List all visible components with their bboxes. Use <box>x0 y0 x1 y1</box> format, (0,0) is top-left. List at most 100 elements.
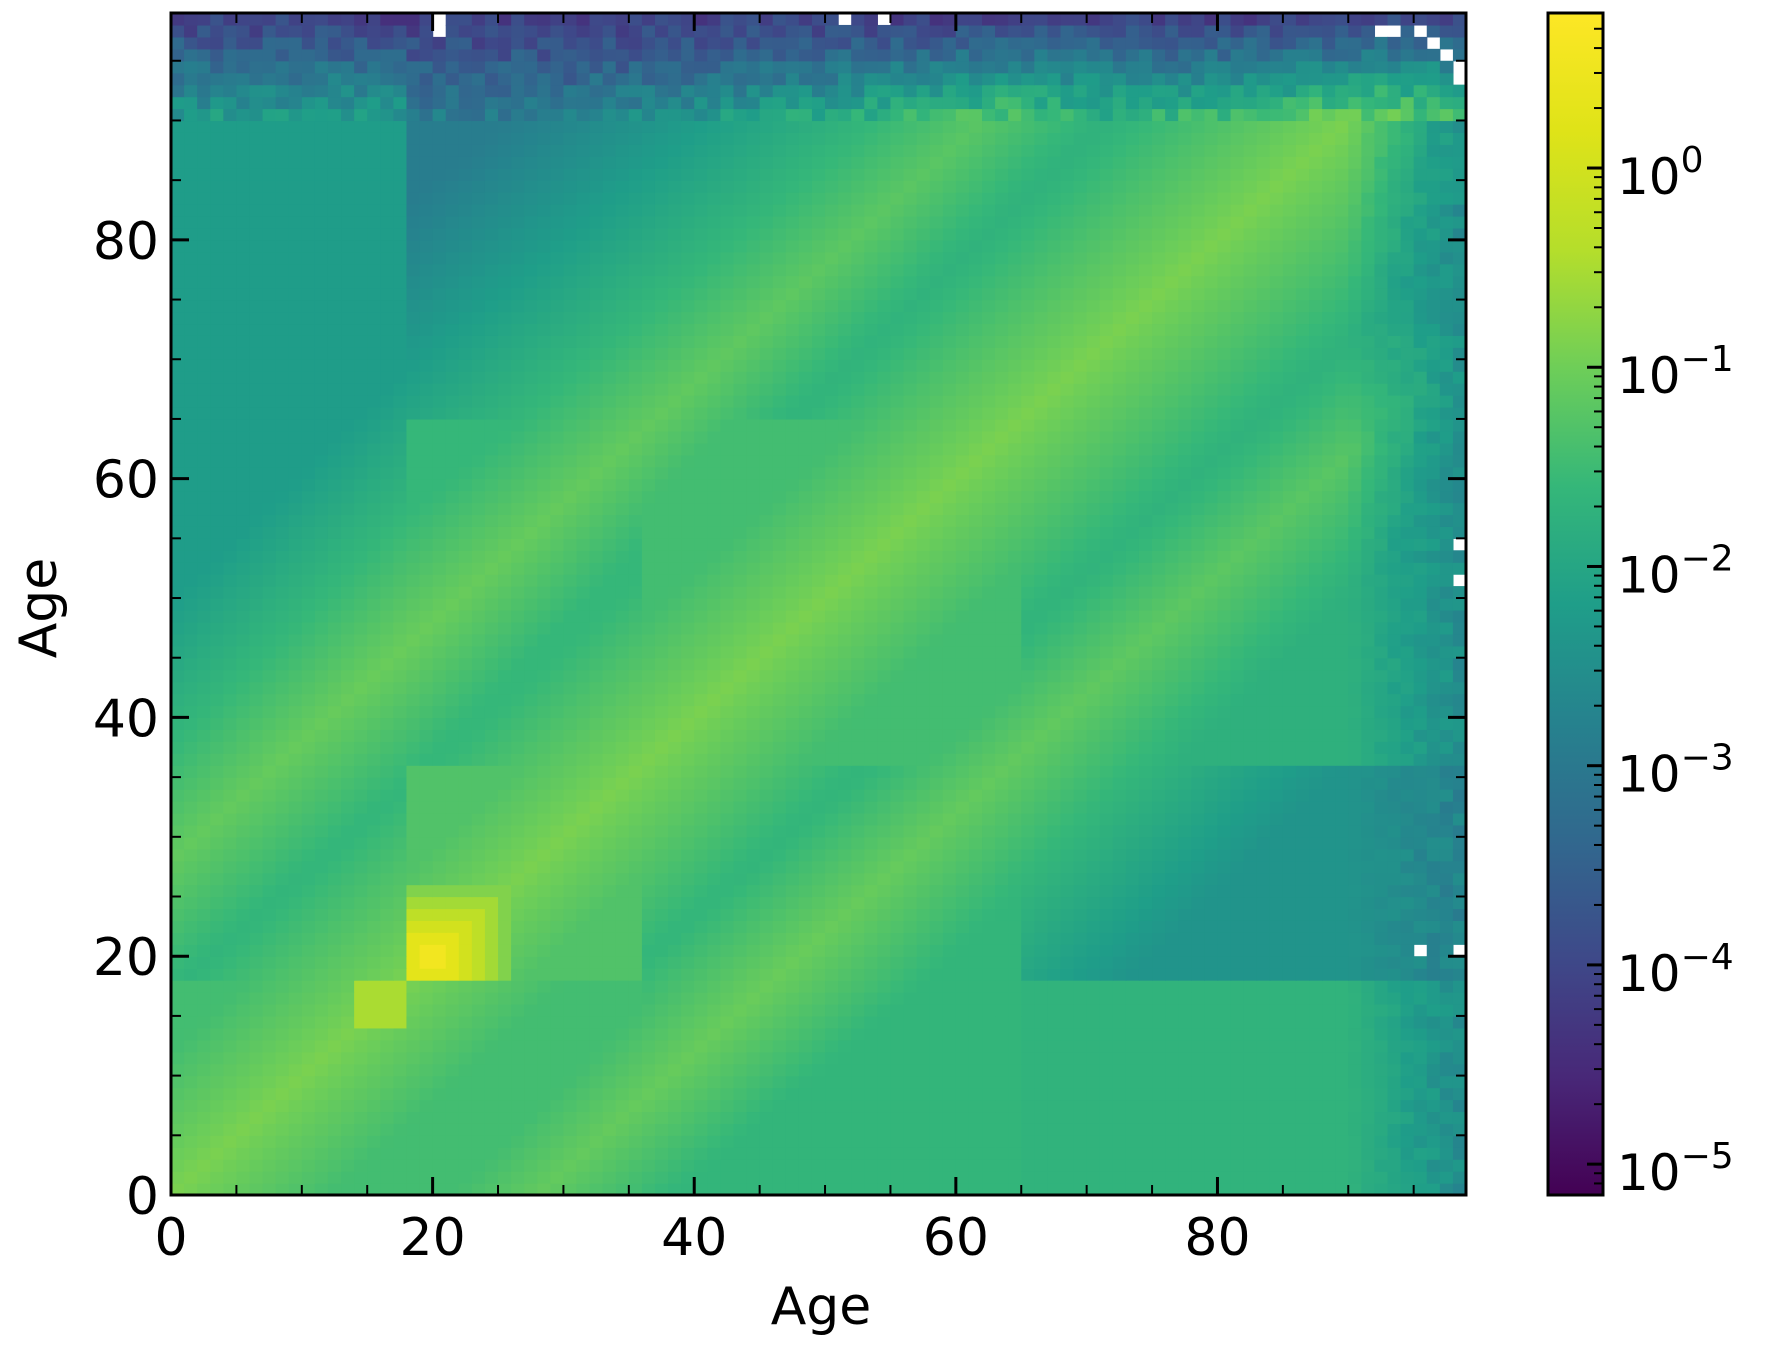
heatmap-cell <box>1295 705 1310 719</box>
heatmap-cell <box>1047 621 1062 635</box>
heatmap-cell <box>537 633 551 647</box>
heatmap-cell <box>511 908 525 921</box>
heatmap-cell <box>393 896 408 910</box>
heatmap-cell <box>236 944 251 957</box>
heatmap-cell <box>1426 681 1441 695</box>
heatmap-cell <box>1008 598 1022 611</box>
heatmap-cell <box>1282 872 1297 886</box>
heatmap-cell <box>537 980 551 993</box>
heatmap-cell <box>785 1015 800 1029</box>
heatmap-cell <box>210 729 224 742</box>
heatmap-cell <box>1217 1015 1232 1029</box>
heatmap-cell <box>1269 681 1284 695</box>
heatmap-cell <box>811 836 826 850</box>
heatmap-cell <box>995 741 1009 754</box>
heatmap-cell <box>380 812 394 826</box>
heatmap-cell <box>341 717 355 730</box>
heatmap-cell <box>746 1003 761 1017</box>
heatmap-cell <box>785 980 800 993</box>
heatmap-cell <box>851 753 865 766</box>
heatmap-cell <box>929 1003 944 1017</box>
heatmap-cell <box>955 1051 970 1065</box>
heatmap-cell <box>1047 609 1062 623</box>
heatmap-cell <box>341 848 355 862</box>
heatmap-cell <box>929 1147 944 1160</box>
heatmap-cell <box>1152 633 1166 647</box>
heatmap-cell <box>995 860 1009 874</box>
heatmap-cell <box>668 920 682 933</box>
heatmap-cell <box>524 729 538 742</box>
heatmap-cell <box>681 633 695 647</box>
heatmap-cell <box>576 944 591 957</box>
heatmap-cell <box>589 729 604 742</box>
heatmap-cell <box>301 717 316 730</box>
heatmap-cell <box>1217 717 1232 730</box>
heatmap-cell <box>641 729 656 742</box>
heatmap-cell <box>707 645 721 659</box>
heatmap-cell <box>367 908 381 921</box>
heatmap-cell <box>327 753 342 766</box>
heatmap-cell <box>563 705 578 719</box>
heatmap-cell <box>811 693 826 707</box>
heatmap-cell <box>654 1111 669 1124</box>
heatmap-cell <box>1152 848 1166 862</box>
heatmap-cell <box>314 693 329 707</box>
heatmap-cell <box>171 1135 185 1148</box>
heatmap-cell <box>798 884 813 898</box>
heatmap-cell <box>1099 1039 1114 1053</box>
heatmap-cell <box>602 705 617 719</box>
heatmap-cell <box>498 1159 512 1172</box>
heatmap-cell <box>471 789 486 802</box>
heatmap-cell <box>1282 645 1297 659</box>
heatmap-cell <box>445 753 460 766</box>
heatmap-cell <box>1204 609 1219 623</box>
heatmap-cell <box>1073 896 1088 910</box>
heatmap-cell <box>785 884 800 898</box>
heatmap-cell <box>916 729 931 742</box>
heatmap-cell <box>1112 693 1127 707</box>
heatmap-cell <box>1322 1183 1336 1196</box>
heatmap-cell <box>393 848 408 862</box>
heatmap-cell <box>1073 621 1088 635</box>
heatmap-cell <box>458 1003 473 1017</box>
heatmap-cell <box>314 621 329 635</box>
heatmap-cell <box>550 609 565 623</box>
heatmap-cell <box>1387 1051 1402 1065</box>
heatmap-cell <box>458 812 473 826</box>
heatmap-cell <box>406 908 421 921</box>
heatmap-cell <box>1047 657 1062 671</box>
heatmap-cell <box>1165 669 1179 683</box>
heatmap-cell <box>511 777 525 790</box>
heatmap-cell <box>301 598 316 611</box>
heatmap-cell <box>942 669 957 683</box>
heatmap-cell <box>301 705 316 719</box>
heatmap-cell <box>236 1135 251 1148</box>
heatmap-cell <box>1217 657 1232 671</box>
heatmap-cell <box>341 1123 355 1136</box>
heatmap-cell <box>393 609 408 623</box>
heatmap-cell <box>890 1039 905 1053</box>
heatmap-cell <box>864 896 878 910</box>
heatmap-cell <box>995 693 1009 707</box>
heatmap-cell <box>1243 598 1258 611</box>
heatmap-cell <box>890 992 905 1005</box>
heatmap-cell <box>772 884 787 898</box>
heatmap-cell <box>406 765 421 778</box>
heatmap-cell <box>1269 598 1284 611</box>
heatmap-cell <box>1008 1015 1022 1029</box>
heatmap-cell <box>589 717 604 730</box>
heatmap-cell <box>772 1087 787 1101</box>
heatmap-cell <box>419 729 434 742</box>
heatmap-cell <box>550 1039 565 1053</box>
heatmap-cell <box>589 1147 604 1160</box>
heatmap-cell <box>1269 693 1284 707</box>
heatmap-cell <box>537 896 551 910</box>
heatmap-cell <box>929 789 944 802</box>
heatmap-cell <box>393 1159 408 1172</box>
heatmap-cell <box>1439 812 1454 826</box>
heatmap-cell <box>1217 633 1232 647</box>
heatmap-cell <box>511 741 525 754</box>
heatmap-cell <box>1413 824 1428 838</box>
heatmap-cell <box>1439 1027 1454 1041</box>
heatmap-cell <box>851 968 865 981</box>
